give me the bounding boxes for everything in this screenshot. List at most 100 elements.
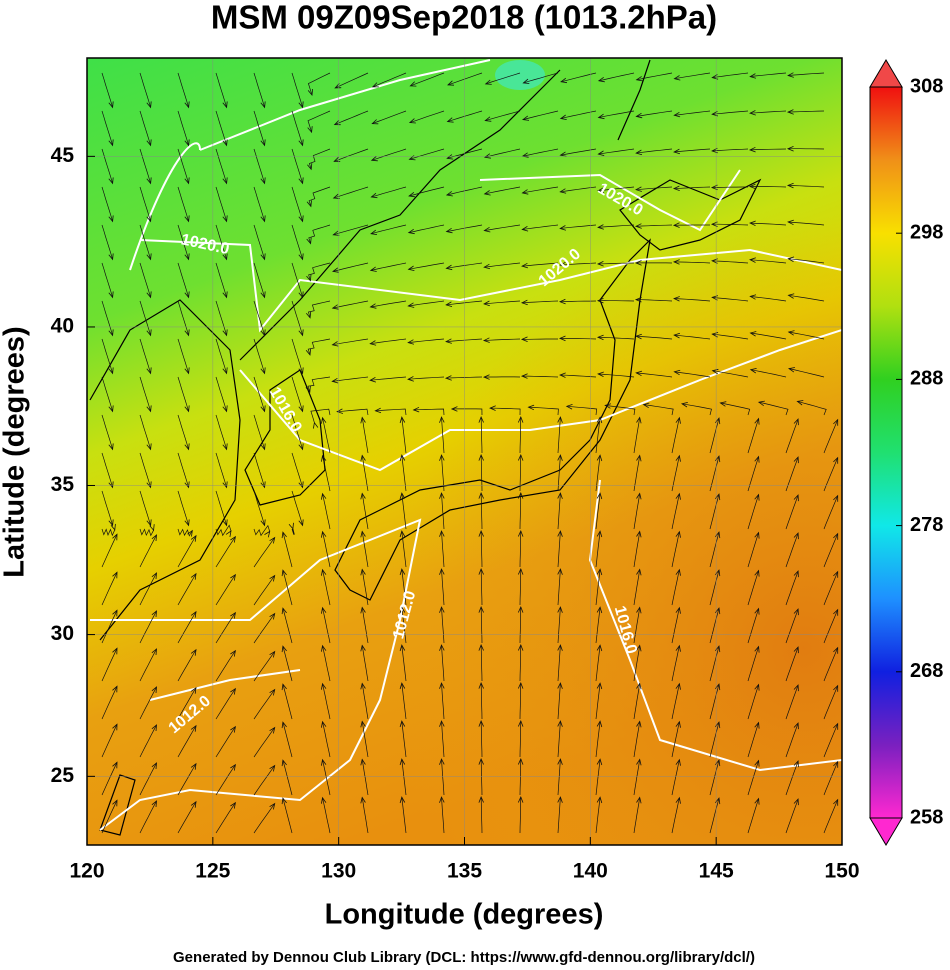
streamline [480, 530, 483, 568]
streamline [823, 609, 839, 644]
streamline-arrow [222, 443, 228, 451]
streamline-arrow [478, 605, 484, 613]
streamline-arrow [370, 156, 378, 162]
streamline-arrow [331, 304, 339, 310]
x-tick-label: 135 [447, 860, 482, 883]
streamline [681, 403, 712, 416]
streamline-arrow [146, 139, 152, 147]
streamline [139, 376, 151, 412]
streamline [671, 417, 680, 454]
streamline [750, 259, 787, 264]
streamline-arrow [264, 530, 271, 538]
streamline [709, 798, 720, 834]
streamline [636, 110, 673, 117]
streamline-arrow [754, 797, 760, 805]
streamline [519, 720, 522, 758]
streamline-arrow [793, 570, 799, 578]
streamline-arrow [672, 222, 680, 228]
streamline-arrow [184, 329, 190, 337]
streamline [480, 796, 483, 834]
y-tick-label: 45 [51, 144, 75, 167]
streamline-arrow [675, 796, 681, 804]
streamline-arrow [636, 682, 642, 690]
streamline-arrow [281, 721, 287, 729]
streamline [598, 186, 635, 192]
streamline [215, 224, 227, 260]
streamline [633, 721, 641, 758]
streamline [215, 688, 236, 720]
streamline-arrow [190, 762, 197, 770]
streamline [177, 224, 189, 260]
streamline [451, 408, 483, 416]
streamline-arrow [596, 416, 603, 424]
streamline-arrow [112, 723, 118, 731]
streamline [785, 570, 799, 606]
streamline-arrow [269, 650, 276, 658]
streamline [674, 298, 711, 302]
streamline [282, 570, 293, 606]
streamline [709, 646, 720, 682]
streamline [709, 684, 720, 720]
streamline-arrow [369, 303, 377, 309]
streamline [177, 725, 197, 758]
streamline-arrow [604, 403, 612, 409]
streamline-arrow [112, 533, 118, 541]
streamline [750, 222, 787, 226]
streamline [595, 759, 601, 796]
streamline-arrow [557, 568, 563, 575]
streamline-arrow [222, 291, 228, 299]
streamline [101, 724, 118, 758]
streamline-arrow [596, 796, 603, 804]
streamline-arrow [478, 757, 484, 765]
streamline [337, 408, 369, 416]
streamline-arrow [281, 683, 287, 691]
streamline-arrow [281, 607, 287, 615]
streamline-arrow [749, 220, 756, 226]
streamline-arrow [151, 800, 157, 808]
streamline-arrow [634, 223, 642, 229]
streamline [253, 148, 265, 184]
streamline-arrow [597, 150, 605, 156]
streamline [557, 417, 561, 454]
streamline-arrow [749, 110, 756, 116]
streamline [177, 148, 189, 184]
streamline [177, 452, 189, 488]
streamline [595, 493, 601, 530]
streamline-arrow [788, 367, 795, 373]
streamline [308, 224, 331, 244]
streamline-arrow [184, 443, 190, 451]
streamline [797, 401, 827, 416]
streamline-arrow [306, 274, 312, 282]
streamline-arrow [222, 405, 228, 413]
streamline-arrow [596, 297, 604, 304]
streamline [101, 534, 118, 568]
streamline-arrow [714, 569, 721, 577]
streamline-arrow [108, 329, 114, 337]
streamline [401, 721, 407, 758]
streamline [139, 534, 157, 568]
streamline-arrow [321, 568, 327, 576]
streamline [101, 800, 118, 834]
streamline [559, 300, 597, 303]
streamline-arrow [298, 215, 304, 223]
streamline-arrow [298, 329, 304, 337]
streamline [370, 376, 407, 381]
streamline [401, 683, 407, 720]
streamline-arrow [305, 348, 311, 356]
streamline-arrow [112, 609, 118, 617]
streamline [633, 569, 641, 606]
streamline [322, 683, 331, 720]
streamline-arrow [151, 762, 157, 770]
streamline [720, 402, 751, 416]
streamline-arrow [636, 796, 642, 804]
streamline-arrow [222, 215, 228, 223]
streamline [310, 408, 331, 423]
streamline-arrow [184, 215, 190, 223]
streamline-arrow [407, 339, 415, 345]
streamline-arrow [596, 568, 603, 576]
streamline-arrow [596, 758, 603, 766]
streamline [750, 186, 787, 188]
streamline [215, 452, 227, 488]
streamline [322, 645, 331, 682]
